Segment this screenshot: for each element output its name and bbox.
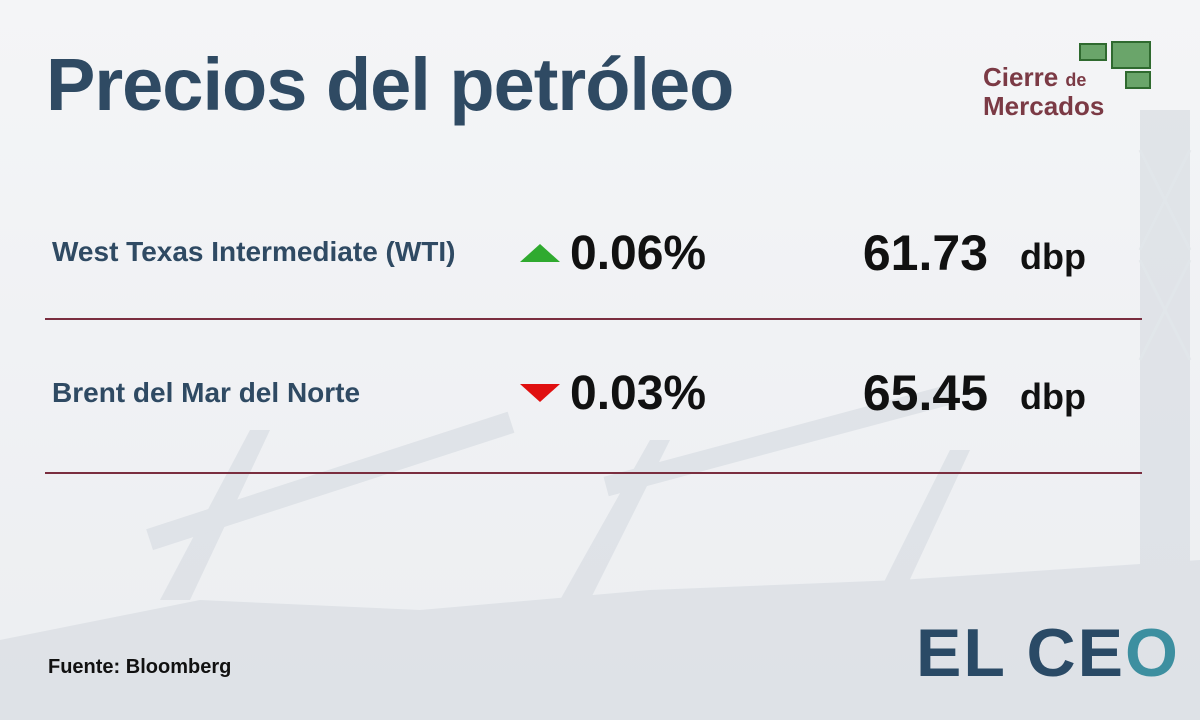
row-price: 65.45 <box>862 365 988 421</box>
down-arrow <box>520 384 560 402</box>
logo: EL CEO <box>916 614 1180 692</box>
badge-connector: de <box>1065 70 1087 90</box>
logo-main: EL CE <box>916 615 1126 691</box>
badge-line: Cierre <box>983 62 1059 92</box>
row-name: West Texas Intermediate (WTI) <box>52 236 456 267</box>
logo-accent: O <box>1125 615 1180 691</box>
row-unit: dbp <box>1020 236 1086 277</box>
row-change: 0.03% <box>570 367 707 420</box>
up-arrow <box>520 244 560 262</box>
row-unit: dbp <box>1020 376 1086 417</box>
row-price: 61.73 <box>862 225 988 281</box>
row-change: 0.06% <box>570 227 707 280</box>
row-name: Brent del Mar del Norte <box>52 377 361 408</box>
badge-text: Cierre de <box>983 62 1086 93</box>
money-icon <box>1079 41 1151 89</box>
source: Fuente: Bloomberg <box>48 656 232 678</box>
badge-line: Mercados <box>983 91 1105 121</box>
title: Precios del petróleo <box>46 43 734 126</box>
